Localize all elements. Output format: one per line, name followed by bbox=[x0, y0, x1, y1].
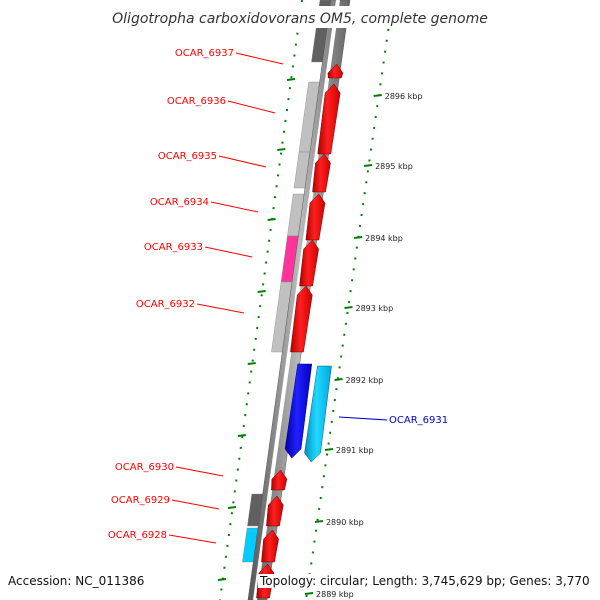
outer-major-tick bbox=[373, 94, 382, 97]
kbp-tick-label: 2889 kbp bbox=[316, 590, 354, 599]
gene-label-callouts: OCAR_6937 OCAR_6936 OCAR_6935 OCAR_6934 OCAR… bbox=[108, 48, 448, 544]
gene-label[interactable]: OCAR_6934 bbox=[150, 197, 209, 208]
gene-label[interactable]: OCAR_6929 bbox=[111, 495, 170, 506]
gene-label[interactable]: OCAR_6932 bbox=[136, 299, 195, 310]
gene-label[interactable]: OCAR_6935 bbox=[158, 151, 217, 162]
cog-category-blocks bbox=[242, 0, 335, 563]
forward-gene-arrow bbox=[261, 529, 279, 563]
kbp-tick-label: 2891 kbp bbox=[336, 446, 374, 455]
reverse-gene-arrow bbox=[284, 363, 313, 459]
kbp-tick-label: 2894 kbp bbox=[365, 234, 403, 243]
gene-label[interactable]: OCAR_6930 bbox=[115, 462, 174, 473]
gene-callout-line bbox=[204, 246, 253, 258]
inner-major-tick bbox=[277, 148, 286, 151]
outer-major-tick bbox=[344, 306, 353, 309]
inner-major-tick bbox=[257, 290, 266, 293]
gene-callout-line bbox=[235, 52, 284, 65]
gene-callout-line bbox=[171, 499, 220, 510]
gene-label[interactable]: OCAR_6933 bbox=[144, 242, 203, 253]
inner-major-tick bbox=[237, 434, 246, 437]
kbp-scale-labels: 2896 kbp 2895 kbp 2894 kbp 2893 kbp 2892 kbp… bbox=[316, 92, 422, 599]
accession-footer: Accession: NC_011386 bbox=[6, 574, 147, 588]
gene-callout-line bbox=[168, 534, 217, 544]
reverse-gene-arrow bbox=[304, 365, 332, 463]
outer-major-tick bbox=[363, 164, 373, 167]
outer-major-tick bbox=[324, 448, 334, 451]
tick-rings bbox=[219, 0, 391, 600]
outer-major-tick bbox=[354, 236, 363, 239]
kbp-tick-label: 2890 kbp bbox=[326, 518, 364, 527]
inner-major-tick bbox=[217, 578, 227, 581]
gene-callout-line bbox=[218, 155, 267, 168]
gene-callout-line bbox=[196, 303, 245, 314]
outer-major-tick bbox=[304, 592, 314, 595]
inner-major-tick bbox=[267, 218, 276, 221]
inner-major-tick bbox=[247, 362, 256, 365]
gene-label[interactable]: OCAR_6936 bbox=[167, 96, 226, 107]
gene-label[interactable]: OCAR_6937 bbox=[175, 48, 234, 59]
reverse-strand-genes bbox=[284, 363, 332, 463]
forward-gene-arrow bbox=[266, 495, 284, 527]
kbp-tick-label: 2896 kbp bbox=[385, 92, 423, 101]
major-ticks bbox=[217, 78, 382, 595]
gene-label[interactable]: OCAR_6928 bbox=[108, 530, 167, 541]
gene-label[interactable]: OCAR_6931 bbox=[389, 415, 448, 426]
map-title: Oligotropha carboxidovorans OM5, complet… bbox=[112, 11, 488, 27]
inner-major-tick bbox=[286, 78, 296, 81]
outer-major-tick bbox=[314, 520, 324, 523]
gene-callout-line bbox=[210, 201, 259, 213]
kbp-tick-label: 2893 kbp bbox=[355, 304, 393, 313]
inner-tick-ring bbox=[219, 0, 303, 600]
kbp-tick-label: 2892 kbp bbox=[346, 376, 384, 385]
forward-gene-arrow bbox=[290, 285, 313, 353]
forward-gene-arrow bbox=[312, 153, 331, 193]
gene-callout-line bbox=[227, 100, 276, 114]
inner-major-tick bbox=[227, 506, 237, 509]
forward-gene-arrow bbox=[271, 469, 288, 491]
gene-callout-line bbox=[338, 416, 388, 421]
gene-callout-line bbox=[175, 466, 224, 477]
kbp-tick-label: 2895 kbp bbox=[375, 162, 413, 171]
topology-footer: Topology: circular; Length: 3,745,629 bp… bbox=[258, 574, 592, 588]
outer-major-tick bbox=[334, 378, 343, 381]
forward-gene-arrow bbox=[327, 63, 344, 79]
forward-strand-genes bbox=[256, 63, 344, 599]
title-backdrop bbox=[100, 6, 500, 28]
